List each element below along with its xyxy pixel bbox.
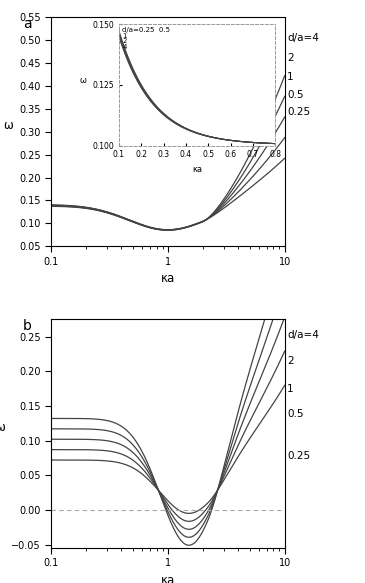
- Text: a: a: [23, 17, 32, 31]
- Y-axis label: ω: ω: [0, 421, 5, 434]
- Text: 0.25: 0.25: [287, 107, 310, 117]
- X-axis label: κa: κa: [161, 272, 175, 285]
- Text: 1: 1: [287, 384, 294, 394]
- Text: d/a=4: d/a=4: [287, 33, 319, 43]
- Text: 2: 2: [287, 52, 294, 63]
- Text: 0.5: 0.5: [287, 409, 304, 419]
- Text: 1: 1: [287, 72, 294, 82]
- X-axis label: κa: κa: [161, 574, 175, 583]
- Text: b: b: [23, 319, 32, 333]
- Text: 0.5: 0.5: [287, 90, 304, 100]
- Text: d/a=4: d/a=4: [287, 331, 319, 340]
- Text: 0.25: 0.25: [287, 451, 310, 461]
- Text: 2: 2: [287, 356, 294, 366]
- Y-axis label: ω: ω: [3, 119, 13, 132]
